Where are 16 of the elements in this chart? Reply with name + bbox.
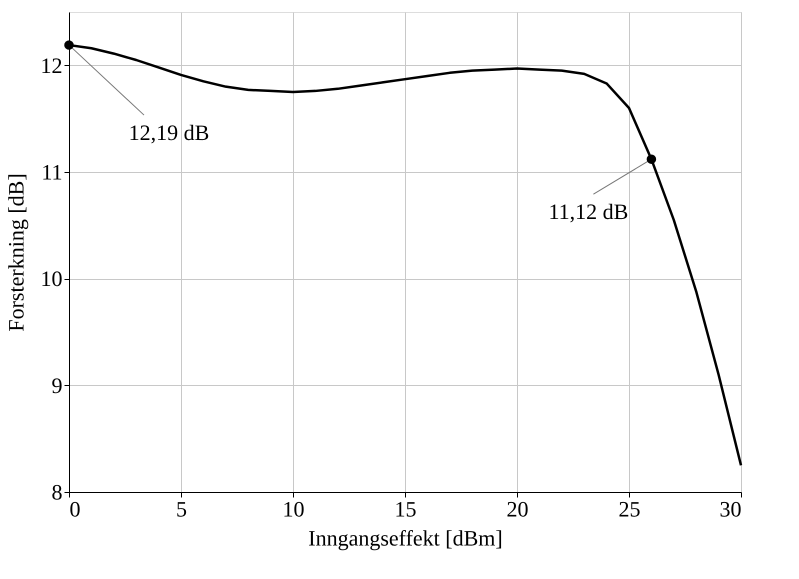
annotation: 12,19 dB bbox=[128, 120, 210, 146]
y-tick-label: 10 bbox=[40, 266, 62, 292]
y-tick-label: 12 bbox=[40, 52, 62, 78]
y-tick-label: 8 bbox=[52, 480, 62, 504]
x-tick-label: 15 bbox=[394, 496, 416, 522]
y-tick-label: 9 bbox=[52, 372, 62, 398]
x-tick-label: 25 bbox=[618, 496, 640, 522]
x-tick-label: 30 bbox=[720, 496, 742, 522]
annotation: 11,12 dB bbox=[548, 199, 628, 224]
x-axis-title: Inngangseffekt [dBm] bbox=[308, 526, 503, 550]
x-tick-label: 0 bbox=[70, 496, 80, 522]
x-tick-label: 20 bbox=[506, 496, 528, 522]
x-tick-label: 5 bbox=[176, 496, 187, 522]
y-axis-title: Forsterkning [dB] bbox=[4, 173, 28, 332]
y-tick-label: 11 bbox=[41, 160, 62, 184]
x-tick-label: 10 bbox=[282, 496, 304, 522]
